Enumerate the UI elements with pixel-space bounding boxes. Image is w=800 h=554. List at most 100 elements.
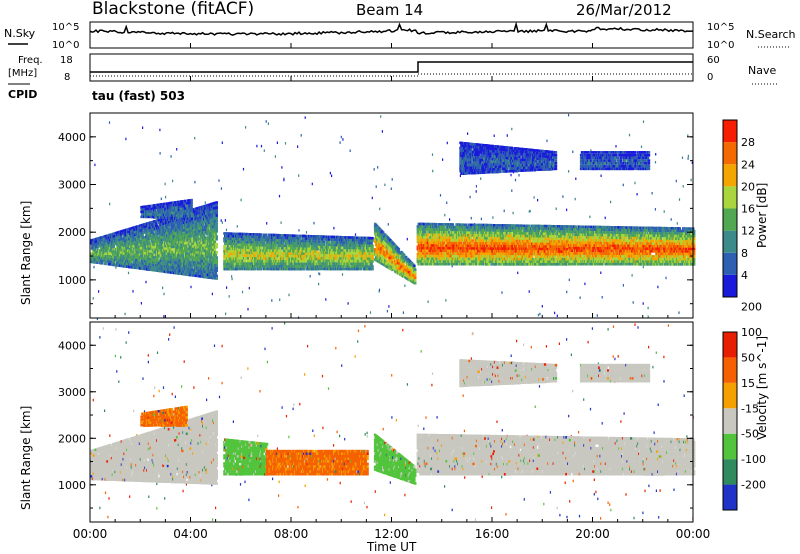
noise-echo-point [374,168,375,171]
noise-echo-point [266,222,267,225]
noise-echo-point [554,312,555,315]
noise-panel: N.Sky 10^5 10^0 10^5 10^0 N.Search [4,22,796,51]
echo-cell [323,243,325,246]
noise-echo-point [513,212,514,215]
noise-echo-point [600,272,601,275]
echo-cell [216,212,218,215]
echo-cell [216,209,218,212]
noise-echo-point [379,208,380,211]
noise-echo-point [407,238,408,241]
noise-echo-point [163,293,164,296]
echo-cell [215,233,217,236]
echo-cell [216,214,218,217]
echo-cell [215,254,217,257]
noise-echo-point [330,172,331,175]
noise-echo-point [440,194,441,197]
echo-cell [263,241,265,244]
noise-echo-point [648,307,649,310]
noise-echo-point [605,217,606,220]
echo-cell [282,242,284,245]
noise-echo-point [301,134,302,137]
noise-echo-point [94,164,95,167]
noise-echo-point [530,210,531,213]
echo-cell [215,272,217,275]
noise-echo-point [172,180,173,183]
noise-echo-point [597,314,598,317]
noise-echo-point [492,216,493,219]
noise-echo-point [392,178,393,181]
echo-cell [130,261,132,264]
noise-echo-point [247,308,248,311]
noise-echo-point [691,179,692,182]
noise-echo-point [341,136,342,139]
noise-echo-point [350,150,351,153]
noise-echo-point [476,190,477,193]
noise-echo-point [589,216,590,219]
noise-echo-point [470,196,471,199]
noise-echo-point [242,291,243,294]
noise-echo-point [160,152,161,155]
freq-label: Freq. [18,55,43,66]
noise-echo-point [162,287,163,290]
noise-echo-point [283,179,284,182]
noise-echo-point [348,302,349,305]
noise-echo-point [655,161,656,164]
echo-cell [191,210,193,213]
noise-echo-point [504,210,505,213]
noise-echo-point [676,180,677,183]
echo-cell [216,201,218,204]
echo-cell [260,233,262,236]
noise-echo-point [610,201,611,204]
echo-cell [203,234,205,237]
noise-echo-point [655,153,656,156]
echo-cell [216,246,218,249]
noise-echo-point [109,121,110,124]
echo-cell [216,264,218,267]
noise-echo-point [387,310,388,313]
noise-echo-point [633,301,634,304]
echo-cell [105,263,107,266]
noise-echo-point [566,209,567,212]
noise-echo-point [128,272,129,275]
noise-echo-point [494,135,495,138]
noise-echo-point [176,148,177,151]
noise-echo-point [688,157,689,160]
noise-echo-point [98,290,99,293]
noise-echo-point [546,140,547,143]
noise-echo-point [643,121,644,124]
echo-cell [99,252,101,255]
noise-echo-point [677,222,678,225]
echo-cell [265,234,267,237]
noise-echo-point [165,183,166,186]
echo-cell [348,265,350,268]
echo-cell [315,260,317,263]
noise-echo-point [683,185,684,188]
noise-echo-point [537,199,538,202]
noise-echo-point [237,225,238,228]
noise-echo-point [212,293,213,296]
noise-echo-point [281,221,282,224]
noise-echo-point [318,272,319,275]
noise-echo-point [221,187,222,190]
echo-cell [216,225,218,228]
noise-echo-point [467,132,468,135]
echo-cell [216,251,218,254]
beam-label: Beam 14 [356,1,423,19]
noise-echo-point [580,297,581,300]
echo-cell [216,275,218,278]
freq-left-tick-top: 18 [60,55,73,66]
echo-cell [216,259,218,262]
freq-right-tick-top: 60 [707,55,720,66]
noise-echo-point [432,153,433,156]
noise-right-tick-top: 10^5 [707,22,734,33]
echo-cell [94,248,96,251]
echo-cell [216,204,218,207]
noise-echo-point [229,295,230,298]
echo-cell [216,206,218,209]
noise-echo-point [379,289,380,292]
noise-echo-point [557,315,558,318]
noise-echo-point [501,291,502,294]
noise-echo-point [218,179,219,182]
noise-echo-point [159,129,160,132]
